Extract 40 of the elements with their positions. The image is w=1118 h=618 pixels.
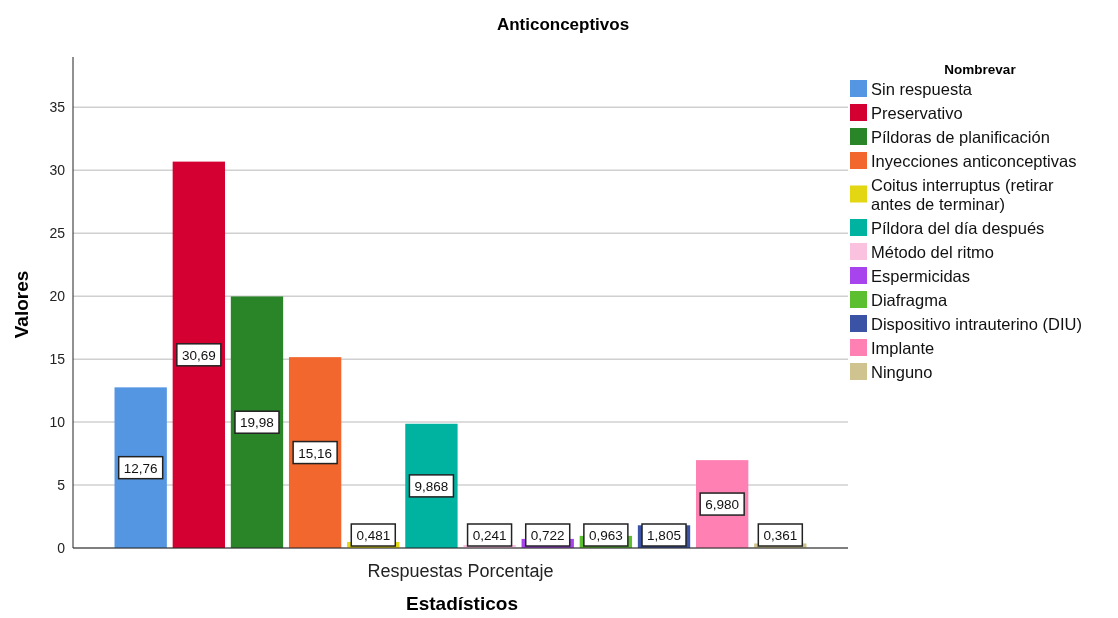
data-label: 0,241 bbox=[472, 528, 507, 543]
y-tick-label: 35 bbox=[49, 99, 66, 116]
legend-label: Dispositivo intrauterino (DIU) bbox=[871, 315, 1082, 333]
bar bbox=[230, 296, 284, 548]
legend-label: Ninguno bbox=[871, 363, 933, 381]
y-tick-label: 0 bbox=[57, 540, 66, 556]
data-label: 0,963 bbox=[588, 528, 623, 543]
data-label: 9,868 bbox=[414, 478, 449, 494]
legend-label: Espermicidas bbox=[871, 267, 971, 285]
data-label: 0,481 bbox=[356, 528, 391, 543]
x-tick-label: Respuestas Porcentaje bbox=[367, 561, 554, 581]
y-tick-label: 5 bbox=[57, 477, 66, 494]
chart-title: Anticonceptivos bbox=[496, 15, 630, 34]
y-tick-label: 30 bbox=[49, 162, 66, 179]
legend-label: Inyecciones anticonceptivas bbox=[871, 152, 1077, 170]
legend-title: Nombrevar bbox=[944, 62, 1017, 77]
y-tick-label: 20 bbox=[49, 288, 66, 305]
legend-label: Preservativo bbox=[871, 104, 963, 122]
legend-label: Implante bbox=[871, 339, 935, 357]
y-tick-label: 15 bbox=[49, 351, 66, 368]
legend-label: Coitus interruptus (retirar antes de terminar) bbox=[871, 176, 1054, 213]
x-axis-title: Estadísticos bbox=[406, 593, 518, 614]
data-label: 19,98 bbox=[240, 415, 274, 431]
y-tick-label: 25 bbox=[49, 225, 66, 242]
legend-label: Sin respuesta bbox=[871, 80, 973, 98]
data-label: 0,722 bbox=[530, 528, 565, 543]
data-label: 12,76 bbox=[123, 460, 158, 476]
bar bbox=[172, 161, 225, 548]
data-label: 15,16 bbox=[298, 445, 333, 461]
y-tick-label: 10 bbox=[49, 414, 66, 431]
data-label: 1,805 bbox=[647, 528, 681, 543]
y-axis-title: Valores bbox=[11, 270, 32, 339]
data-label: 0,361 bbox=[763, 528, 798, 543]
legend-label: Píldoras de planificación bbox=[871, 128, 1050, 146]
legend-label: Píldora del día después bbox=[871, 219, 1045, 237]
bar bbox=[288, 357, 342, 548]
legend-label: Método del ritmo bbox=[871, 243, 994, 261]
legend-label: Diafragma bbox=[871, 291, 948, 309]
data-label: 6,980 bbox=[705, 497, 740, 513]
data-label: 30,69 bbox=[181, 347, 216, 363]
